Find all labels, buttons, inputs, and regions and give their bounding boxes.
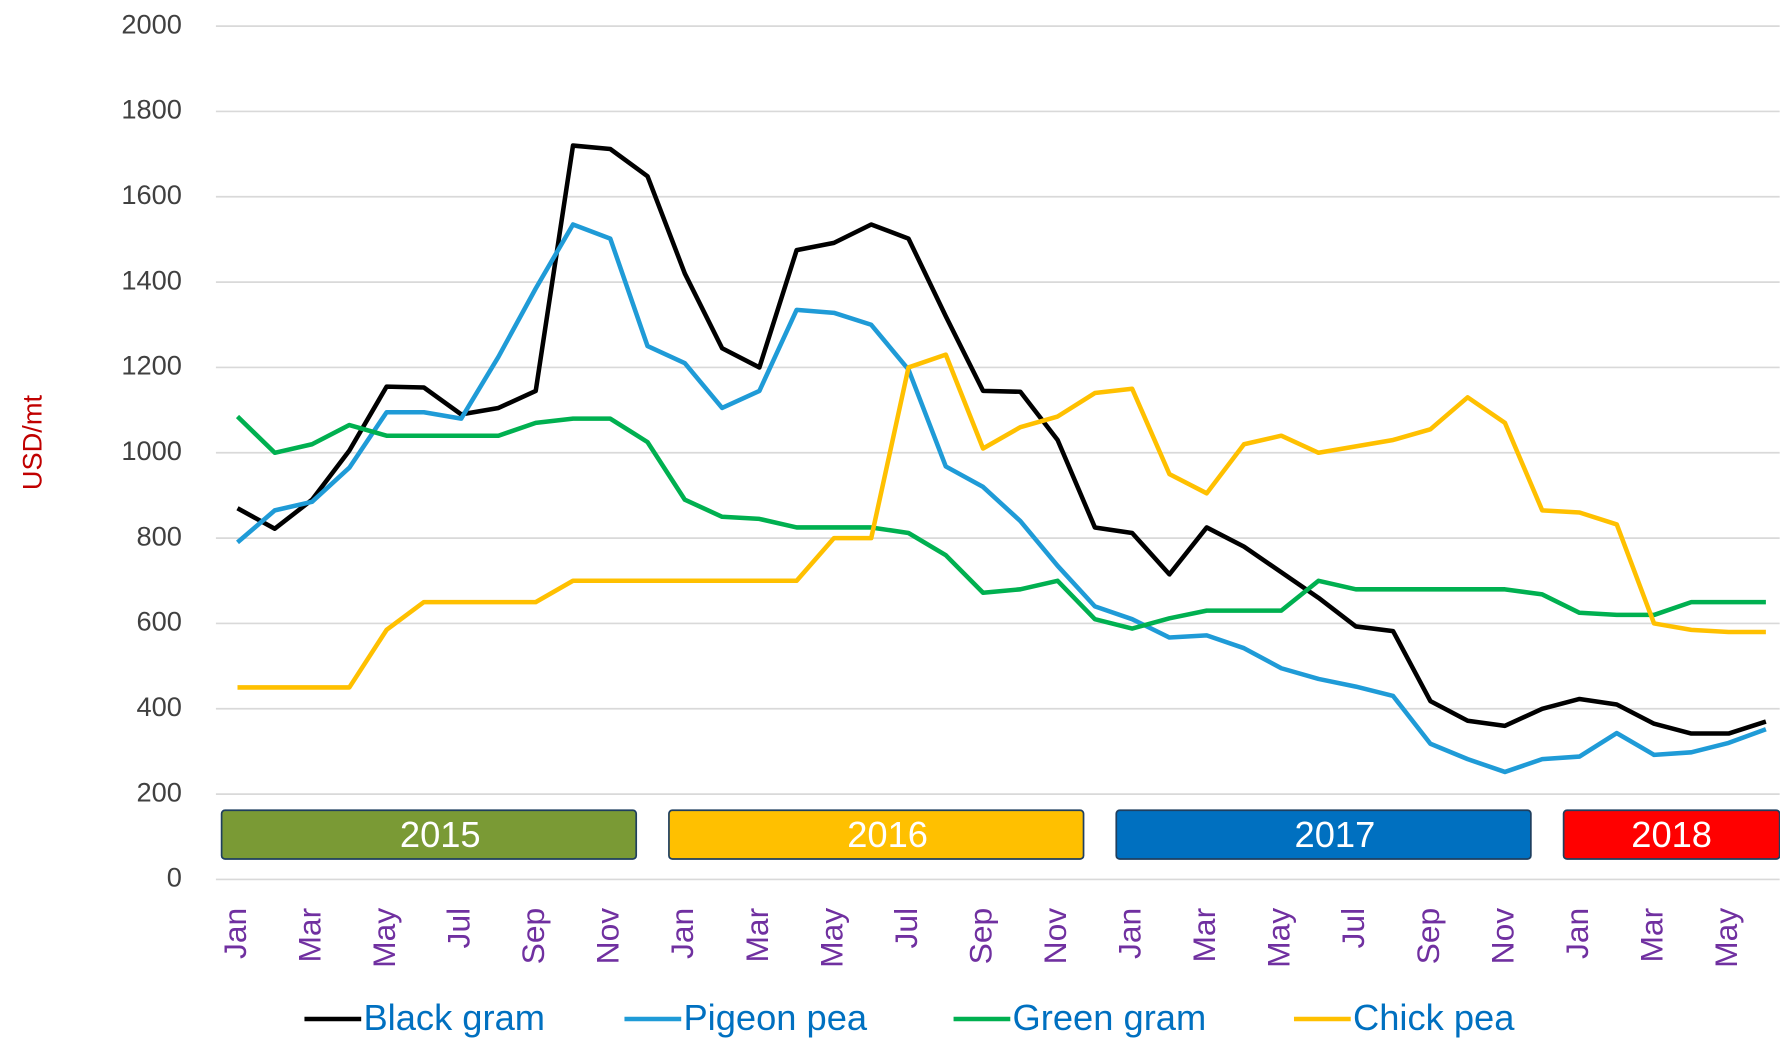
- year-band-label: 2015: [400, 814, 481, 855]
- x-tick-label: Jan: [217, 908, 253, 959]
- x-tick-label: Jul: [1335, 908, 1371, 949]
- series-line: [237, 352, 1766, 690]
- y-tick-label: 600: [136, 606, 181, 637]
- x-tick-label: Jan: [1559, 908, 1595, 959]
- x-tick-label: Sep: [962, 908, 998, 965]
- x-tick-label: Jan: [1112, 908, 1148, 959]
- year-band: [668, 809, 1085, 860]
- x-tick-label: Mar: [1633, 907, 1669, 962]
- y-tick-label: 1200: [121, 350, 182, 381]
- y-tick-label: 200: [136, 776, 181, 807]
- legend-label: Black gram: [363, 997, 545, 1038]
- year-band-label: 2017: [1295, 814, 1376, 855]
- x-tick-label: Sep: [515, 908, 551, 965]
- x-tick-label: Jan: [664, 908, 700, 959]
- legend-label: Green gram: [1013, 997, 1207, 1038]
- year-band: [220, 809, 638, 860]
- y-tick-label: 1000: [121, 435, 182, 466]
- year-band-label: 2016: [847, 814, 928, 855]
- x-tick-label: Nov: [1037, 908, 1073, 965]
- x-tick-label: Mar: [739, 907, 775, 962]
- y-tick-label: 400: [136, 691, 181, 722]
- x-tick-label: May: [1261, 908, 1297, 968]
- x-tick-label: Mar: [291, 907, 327, 962]
- y-tick-label: 1600: [121, 179, 182, 210]
- series-line: [235, 414, 1766, 631]
- series-line: [236, 222, 1767, 775]
- x-tick-label: Jul: [888, 908, 924, 949]
- y-tick-label: 2000: [121, 8, 182, 39]
- year-band-label: 2018: [1631, 814, 1712, 855]
- year-band: [1115, 809, 1532, 860]
- x-tick-label: May: [813, 908, 849, 968]
- x-tick-label: Sep: [1410, 908, 1446, 965]
- legend-label: Chick pea: [1353, 997, 1515, 1038]
- x-tick-label: Nov: [590, 908, 626, 965]
- y-tick-label: 1400: [121, 264, 182, 295]
- y-axis-label: USD/mt: [17, 394, 48, 490]
- x-tick-label: May: [1708, 908, 1744, 968]
- x-tick-label: Jul: [441, 908, 477, 949]
- series-line: [236, 143, 1767, 736]
- legend-label: Pigeon pea: [683, 997, 867, 1038]
- y-tick-label: 1800: [121, 94, 182, 125]
- x-tick-label: Mar: [1186, 907, 1222, 962]
- x-tick-label: May: [366, 908, 402, 968]
- x-tick-label: Nov: [1484, 908, 1520, 965]
- y-tick-label: 800: [136, 520, 181, 551]
- y-tick-label: 0: [167, 862, 182, 893]
